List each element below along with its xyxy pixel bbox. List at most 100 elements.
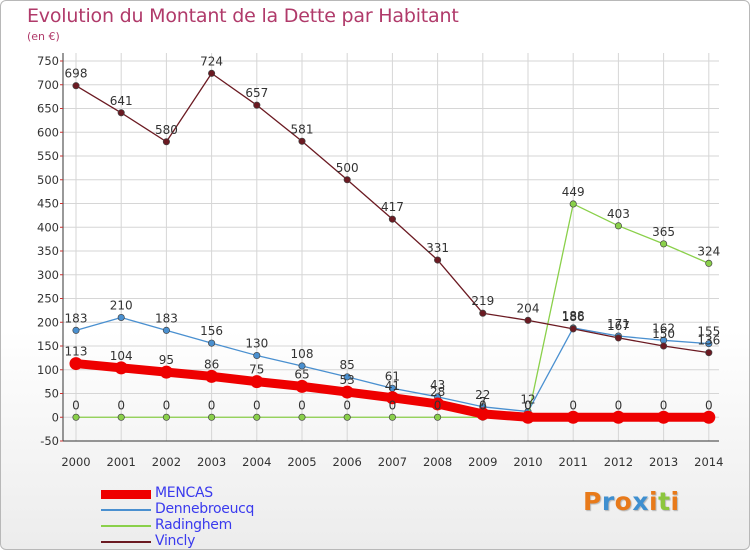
data-point-vincly: [253, 101, 261, 109]
x-tick-label: 2002: [152, 455, 181, 469]
data-label-radinghem: 0: [298, 398, 306, 412]
data-point-radinghem: [614, 222, 622, 230]
data-point-radinghem: [208, 413, 216, 421]
data-point-vincly: [72, 82, 80, 90]
data-label-dennebroeucq: 210: [110, 299, 133, 313]
data-label-dennebroeucq: 183: [65, 311, 88, 325]
data-label-dennebroeucq: 22: [475, 388, 490, 402]
data-point-mencas: [657, 410, 671, 424]
x-tick-label: 2000: [61, 455, 90, 469]
proxiti-logo: Proxiti: [583, 487, 680, 516]
data-point-dennebroeucq: [162, 326, 170, 334]
x-tick-label: 2005: [287, 455, 316, 469]
data-label-dennebroeucq: 85: [340, 358, 355, 372]
data-label-vincly: 186: [562, 310, 585, 324]
logo-letter: o: [614, 487, 633, 516]
data-point-radinghem: [705, 259, 713, 267]
data-label-vincly: 657: [245, 86, 268, 100]
x-tick-label: 2001: [107, 455, 136, 469]
data-label-radinghem: 0: [72, 398, 80, 412]
data-point-mencas: [159, 365, 173, 379]
data-label-vincly: 698: [65, 67, 88, 81]
data-label-mencas: 0: [705, 398, 713, 412]
data-label-dennebroeucq: 162: [652, 321, 675, 335]
logo-letter: t: [658, 487, 671, 516]
data-label-radinghem: 0: [389, 398, 397, 412]
legend-swatch: [101, 525, 151, 527]
logo-letter: i: [670, 487, 680, 516]
data-point-dennebroeucq: [705, 340, 713, 348]
series-lines: [69, 69, 716, 424]
y-tick-label: 150: [37, 339, 59, 353]
y-tick-label: 400: [37, 220, 59, 234]
x-tick-label: 2007: [378, 455, 407, 469]
x-tick-label: 2012: [604, 455, 633, 469]
data-label-radinghem: 0: [524, 398, 532, 412]
data-label-dennebroeucq: 43: [430, 378, 445, 392]
data-point-dennebroeucq: [298, 362, 306, 370]
legend-swatch: [101, 489, 151, 499]
data-label-dennebroeucq: 188: [562, 309, 585, 323]
data-label-radinghem: 0: [434, 398, 442, 412]
data-label-radinghem: 0: [479, 398, 487, 412]
data-label-dennebroeucq: 12: [520, 393, 535, 407]
data-label-mencas: 0: [524, 398, 532, 412]
data-label-mencas: 28: [430, 385, 445, 399]
y-tick-label: 250: [37, 292, 59, 306]
data-point-mencas: [295, 379, 309, 393]
data-point-mencas: [476, 407, 490, 421]
data-label-mencas: 86: [204, 357, 219, 371]
data-point-vincly: [162, 138, 170, 146]
data-point-mencas: [385, 391, 399, 405]
data-label-mencas: 0: [615, 398, 623, 412]
data-label-radinghem: 0: [253, 398, 261, 412]
data-label-mencas: 113: [65, 345, 88, 359]
data-label-radinghem: 0: [343, 398, 351, 412]
y-tick-label: 50: [44, 387, 59, 401]
data-label-vincly: 641: [110, 94, 133, 108]
data-label-radinghem: 324: [697, 244, 720, 258]
x-tick-label: 2009: [468, 455, 497, 469]
data-label-vincly: 167: [607, 319, 630, 333]
data-label-vincly: 417: [381, 200, 404, 214]
data-label-mencas: 0: [660, 398, 668, 412]
data-point-vincly: [434, 256, 442, 264]
data-label-mencas: 95: [159, 353, 174, 367]
data-point-radinghem: [162, 413, 170, 421]
data-point-mencas: [566, 410, 580, 424]
data-label-radinghem: 0: [208, 398, 216, 412]
legend-label: Vincly: [155, 533, 196, 549]
y-tick-label: 750: [37, 54, 59, 68]
data-label-dennebroeucq: 171: [607, 317, 630, 331]
legend-swatch: [101, 509, 151, 511]
data-point-dennebroeucq: [72, 326, 80, 334]
logo-letter: r: [601, 487, 615, 516]
y-tick-label: 600: [37, 125, 59, 139]
data-label-dennebroeucq: 156: [200, 324, 223, 338]
data-point-mencas: [69, 357, 83, 371]
data-label-mencas: 7: [479, 395, 487, 409]
data-label-radinghem: 0: [163, 398, 171, 412]
data-label-radinghem: 365: [652, 225, 675, 239]
y-tick-label: 200: [37, 315, 59, 329]
x-tick-label: 2004: [242, 455, 271, 469]
data-point-mencas: [340, 385, 354, 399]
data-point-vincly: [524, 316, 532, 324]
data-label-mencas: 53: [340, 373, 355, 387]
data-point-vincly: [705, 349, 713, 357]
data-label-radinghem: 403: [607, 207, 630, 221]
x-tick-label: 2006: [333, 455, 362, 469]
axes: [60, 53, 719, 442]
data-point-mencas: [114, 361, 128, 375]
y-tick-label: 550: [37, 149, 59, 163]
data-point-dennebroeucq: [208, 339, 216, 347]
data-point-mencas: [611, 410, 625, 424]
data-label-vincly: 580: [155, 123, 178, 137]
data-label-dennebroeucq: 155: [697, 325, 720, 339]
logo-letter: P: [583, 487, 602, 516]
data-point-vincly: [614, 334, 622, 342]
data-point-radinghem: [660, 240, 668, 248]
x-tick-label: 2013: [649, 455, 678, 469]
data-point-dennebroeucq: [343, 373, 351, 381]
